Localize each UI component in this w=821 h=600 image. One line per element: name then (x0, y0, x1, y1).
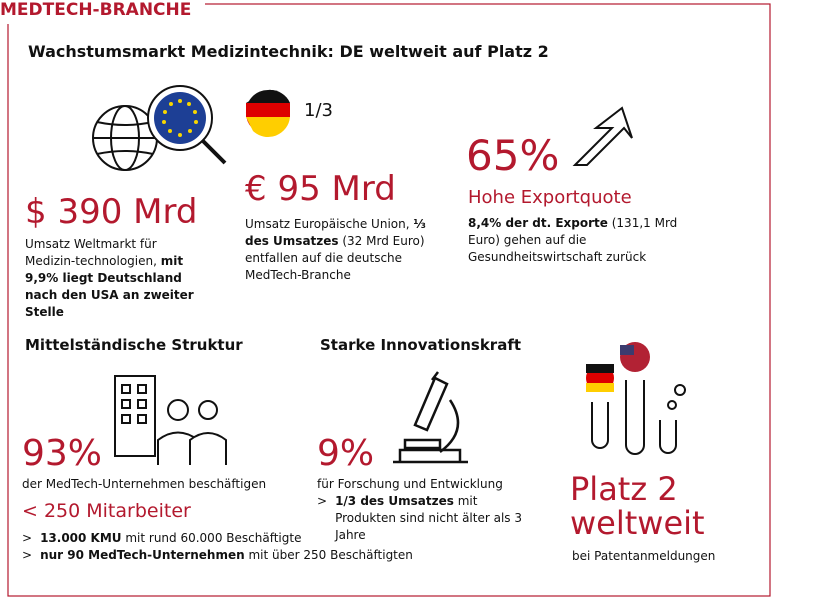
figure: € 95 Mrd (245, 169, 396, 209)
bullet-list: >1/3 des Umsatzes mit Produkten sind nic… (317, 493, 537, 544)
frame (7, 3, 771, 597)
label-bg (0, 0, 205, 24)
text-bold: 8,4% der dt. Exporte (468, 216, 608, 230)
heading: Mittelständische Struktur (25, 336, 243, 354)
globe-icon (92, 85, 227, 171)
bullet: >13.000 KMU mit rund 60.000 Beschäftigte (22, 530, 413, 547)
figure: 93% (22, 433, 103, 474)
text-part: Umsatz Weltmarkt für Medizin-technologie… (25, 237, 161, 268)
arrow-icon (572, 106, 633, 166)
figure-line: Platz 2 (570, 470, 678, 508)
text-bold: 1/3 des Umsatzes (335, 494, 454, 508)
figure-line: weltweit (570, 504, 705, 542)
bullet: >1/3 des Umsatzes mit Produkten sind nic… (317, 493, 537, 544)
text: der MedTech-Unternehmen beschäftigen (22, 477, 267, 491)
text-bold: mit 9,9% liegt Deutschland nach den USA … (25, 254, 194, 319)
subtitle: Hohe Exportquote (468, 187, 632, 208)
eu-stars (162, 99, 198, 137)
subfigure: < 250 Mitarbeiter (22, 500, 191, 522)
figure: $ 390 Mrd (25, 192, 198, 232)
bullet-list: >13.000 KMU mit rund 60.000 Beschäftigte… (22, 530, 413, 564)
heading: Starke Innovationskraft (320, 336, 522, 354)
section-label: MEDTECH-BRANCHE (0, 0, 192, 20)
text: Umsatz Europäische Union, ⅓ des Umsatzes… (245, 216, 435, 284)
marker: > (22, 531, 33, 545)
text: bei Patentanmeldungen (572, 549, 716, 563)
text-part: mit über 250 Beschäftigten (244, 548, 413, 562)
text-bold: ⅓ des Umsatzes (245, 217, 426, 248)
marker: > (22, 548, 33, 562)
text-part: (131,1 Mrd Euro) gehen auf die Gesundhei… (468, 216, 678, 264)
text: für Forschung und Entwicklung (317, 477, 503, 491)
figure: 65% (466, 131, 560, 180)
text-part: (32 Mrd Euro) entfallen auf die deutsche… (245, 234, 425, 282)
text-bold: nur 90 MedTech-Unternehmen (40, 548, 245, 562)
german-pie (245, 89, 290, 137)
rank-figure: Platz 2 weltweit (570, 472, 705, 540)
text: Umsatz Weltmarkt für Medizin-technologie… (25, 236, 210, 321)
marker: > (317, 494, 328, 508)
bullet: > nur 90 MedTech-Unternehmen mit über 250… (22, 547, 413, 564)
tubes-icon (586, 342, 686, 455)
text: 8,4% der dt. Exporte (131,1 Mrd Euro) ge… (468, 215, 698, 266)
text-bold: 13.000 KMU (40, 531, 122, 545)
text-part: Umsatz Europäische Union, (245, 217, 414, 231)
fraction: 1/3 (304, 100, 333, 121)
title: Wachstumsmarkt Medizintechnik: DE weltwe… (28, 42, 549, 61)
text-part: mit rund 60.000 Beschäftigte (121, 531, 302, 545)
figure: 9% (317, 433, 375, 474)
company-icon (114, 375, 227, 465)
text-part: mit Produkten sind nicht älter als 3 Jah… (335, 494, 522, 542)
microscope-icon (393, 371, 468, 464)
